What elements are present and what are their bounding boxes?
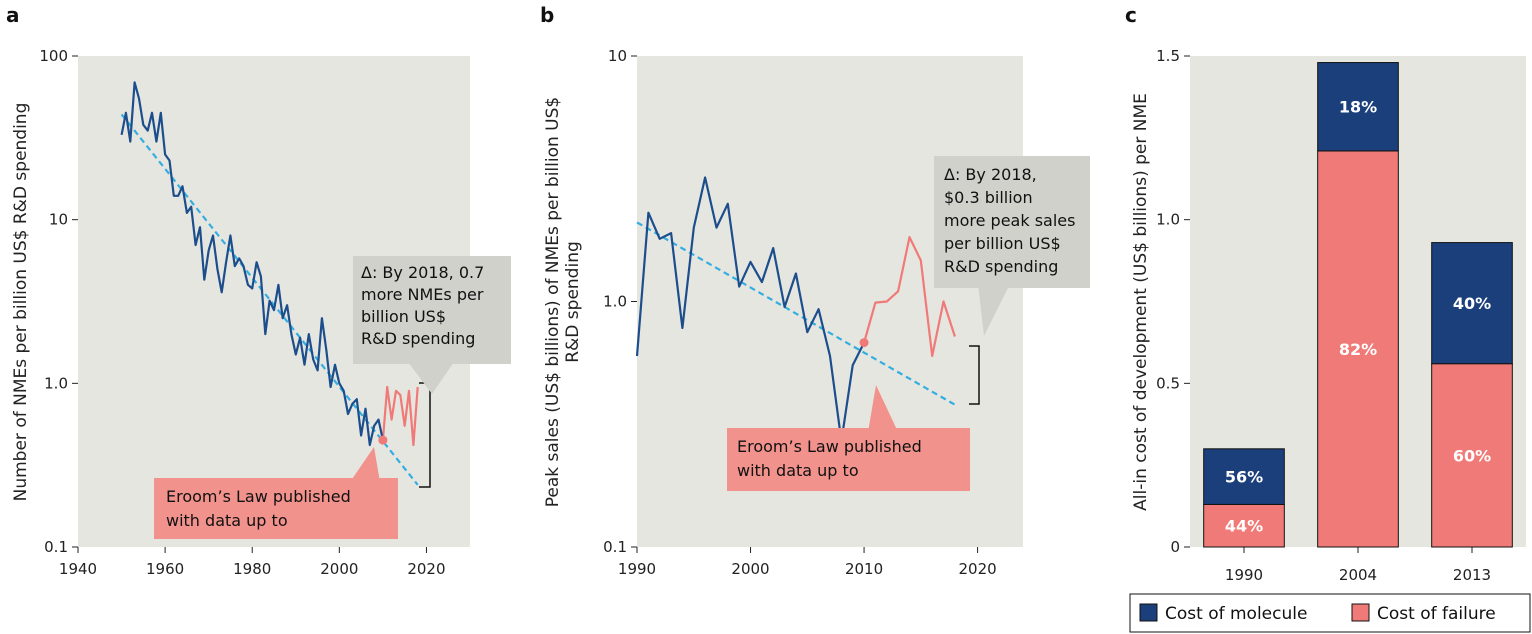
panel-a-ticks: 1940 1960 1980 2000 2020 0.1 1.0 10 100	[39, 47, 445, 578]
observed-line	[120, 81, 384, 447]
y-tick-label-0: 0	[1170, 538, 1180, 556]
text-line: with data up to	[166, 511, 288, 530]
x-tick-label-1980: 1980	[233, 560, 271, 578]
panel-a-eroom-callout: Eroom’s Law published with data up to	[154, 447, 398, 539]
panel-b-eroom-callout-text: Eroom’s Law published with data up to	[737, 437, 922, 480]
legend-label-cost-of-failure: Cost of failure	[1377, 604, 1496, 624]
text-line: R&D spending	[563, 241, 583, 363]
panel-b-eroom-callout-box	[727, 428, 970, 491]
panel-c-letter: c	[1125, 3, 1137, 27]
text-line: billion US$	[361, 307, 446, 326]
panel-b-y-axis-label: Peak sales (US$ billions) of NMEs per bi…	[543, 97, 583, 507]
text-line: Eroom’s Law published	[166, 487, 351, 506]
panel-a-delta-callout: Δ: By 2018, 0.7 more NMEs per billion US$ R…	[353, 256, 511, 394]
panel-a-letter: a	[6, 3, 20, 27]
panel-b-eroom-callout: Eroom’s Law published with data up to	[727, 385, 970, 491]
text-line: more NMEs per	[361, 285, 484, 304]
y-tick-label-1-0: 1.0	[603, 293, 627, 311]
panel-a-eroom-callout-text: Eroom’s Law published with data up to	[166, 487, 351, 530]
panel-c-y-axis-label: All-in cost of development (US$ billions…	[1131, 93, 1151, 511]
text-line: more peak sales	[944, 211, 1075, 230]
bar-label-cost-of-molecule-1990: 56%	[1225, 468, 1263, 487]
text-line: R&D spending	[361, 329, 475, 348]
panel-b-delta-callout-box	[934, 156, 1090, 288]
eroom-2010-marker	[859, 338, 869, 348]
y-tick-label-10: 10	[49, 211, 68, 229]
x-tick-label-1990: 1990	[618, 560, 656, 578]
panel-c: c All-in cost of development (US$ billio…	[1125, 3, 1531, 633]
x-tick-label-2020: 2020	[407, 560, 445, 578]
panel-b-delta-annotation: Δ: By 2018, $0.3 billion more peak sales pe…	[944, 165, 1075, 276]
text-line: R&D spending	[944, 257, 1058, 276]
panel-a-eroom-callout-box	[154, 478, 398, 539]
text-line: Peak sales (US$ billions) of NMEs per bi…	[543, 97, 563, 507]
y-tick-label-0-1: 0.1	[44, 538, 68, 556]
legend-label-cost-of-molecule: Cost of molecule	[1165, 604, 1307, 624]
eroom-2010-marker	[378, 435, 388, 445]
panel-a-delta-callout-box	[353, 256, 511, 364]
panel-b-lines	[635, 176, 956, 443]
legend-swatch-cost-of-failure	[1351, 603, 1370, 622]
text-line: with data up to	[737, 461, 859, 480]
post-2010-line	[381, 385, 419, 447]
bar-label-cost-of-failure-2013: 60%	[1453, 446, 1491, 465]
x-tick-label-1940: 1940	[59, 560, 97, 578]
text-line: per billion US$	[944, 234, 1061, 253]
x-tick-label-2000: 2000	[731, 560, 769, 578]
legend-frame	[1129, 593, 1531, 633]
text-line: $0.3 billion	[944, 188, 1033, 207]
x-tick-label-2020: 2020	[958, 560, 996, 578]
panel-b-letter: b	[540, 3, 554, 27]
panel-a: a Number of NMEs per billion US$ R&D spe…	[6, 3, 511, 578]
bar-label-cost-of-molecule-2013: 40%	[1453, 294, 1491, 313]
y-tick-label-1-0: 1.0	[1156, 211, 1180, 229]
panel-a-lines	[120, 81, 419, 486]
panel-b-eroom-callout-pointer	[868, 385, 898, 432]
bar-cost-of-molecule-2004	[1317, 62, 1399, 152]
bar-cost-of-molecule-1990	[1203, 448, 1285, 505]
y-tick-label-1-0: 1.0	[44, 374, 68, 392]
observed-line	[635, 176, 866, 443]
panel-b-delta-callout: Δ: By 2018, $0.3 billion more peak sales pe…	[934, 156, 1090, 336]
bar-cost-of-molecule-2013	[1431, 242, 1513, 365]
panel-c-legend: Cost of molecule Cost of failure	[1129, 593, 1531, 633]
x-tick-label-1990: 1990	[1225, 566, 1263, 584]
panel-c-ticks: 0 0.5 1.0 1.5 1990 2004 2013	[1156, 47, 1491, 584]
x-tick-label-2004: 2004	[1339, 566, 1377, 584]
y-tick-label-1-5: 1.5	[1156, 47, 1180, 65]
bar-cost-of-failure-2013	[1431, 363, 1513, 548]
text-line: Δ: By 2018,	[944, 165, 1037, 184]
legend-swatch-cost-of-molecule	[1139, 603, 1158, 622]
panel-b-delta-bracket	[969, 345, 980, 405]
bar-label-cost-of-failure-1990: 44%	[1225, 517, 1263, 536]
x-tick-label-2000: 2000	[320, 560, 358, 578]
text-line: Δ: By 2018, 0.7	[361, 263, 484, 282]
panel-a-delta-annotation: Δ: By 2018, 0.7 more NMEs per billion US$ R…	[361, 263, 484, 348]
panel-a-y-axis-label: Number of NMEs per billion US$ R&D spend…	[11, 103, 31, 502]
post-2010-line	[863, 236, 956, 358]
text-line: Eroom’s Law published	[737, 437, 922, 456]
x-tick-label-2010: 2010	[845, 560, 883, 578]
x-tick-label-2013: 2013	[1453, 566, 1491, 584]
bar-cost-of-failure-2004	[1317, 150, 1399, 548]
bar-label-cost-of-failure-2004: 82%	[1339, 340, 1377, 359]
bar-cost-of-failure-1990	[1203, 503, 1285, 548]
bar-label-cost-of-molecule-2004: 18%	[1339, 98, 1377, 117]
y-tick-label-0-5: 0.5	[1156, 374, 1180, 392]
panel-c-bars: 44% 56% 82% 18% 60% 40%	[1203, 62, 1513, 548]
panel-b: b Peak sales (US$ billions) of NMEs per …	[540, 3, 1090, 578]
x-tick-label-1960: 1960	[146, 560, 184, 578]
y-tick-label-10: 10	[608, 47, 627, 65]
panel-a-delta-callout-pointer	[408, 362, 454, 394]
trend-line	[120, 113, 419, 486]
y-tick-label-100: 100	[39, 47, 68, 65]
y-tick-label-0-1: 0.1	[603, 538, 627, 556]
panel-b-ticks: 1990 2000 2010 2020 0.1 1.0 10	[603, 47, 997, 578]
panel-a-eroom-callout-pointer	[350, 447, 380, 482]
panel-b-delta-callout-pointer	[978, 284, 1010, 336]
